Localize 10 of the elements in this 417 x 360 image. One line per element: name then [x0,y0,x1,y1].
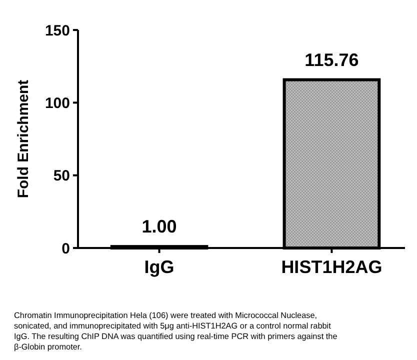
data-label: 115.76 [304,50,359,70]
y-tick-label: 50 [53,168,70,185]
data-label: 1.00 [142,216,177,237]
x-tick-label: HIST1H2AG [281,257,382,277]
y-axis-title: Fold Enrichment [15,80,32,198]
y-tick-label: 150 [44,22,70,40]
y-tick-label: 100 [44,94,70,112]
y-tick-label: 0 [62,240,70,258]
text: Chromatin Immunoprecipitation Hela (106) were treated with Micrococcal Nuclease, sonicated, and immunoprecipitated with 5μg anti-HIST1H2AG or a control normal rabbit IgG. The resulting ChIP DNA was quantified using real-time PCR with primers against the β-Globin promoter. [14,311,338,352]
x-tick-label: IgG [144,257,174,277]
